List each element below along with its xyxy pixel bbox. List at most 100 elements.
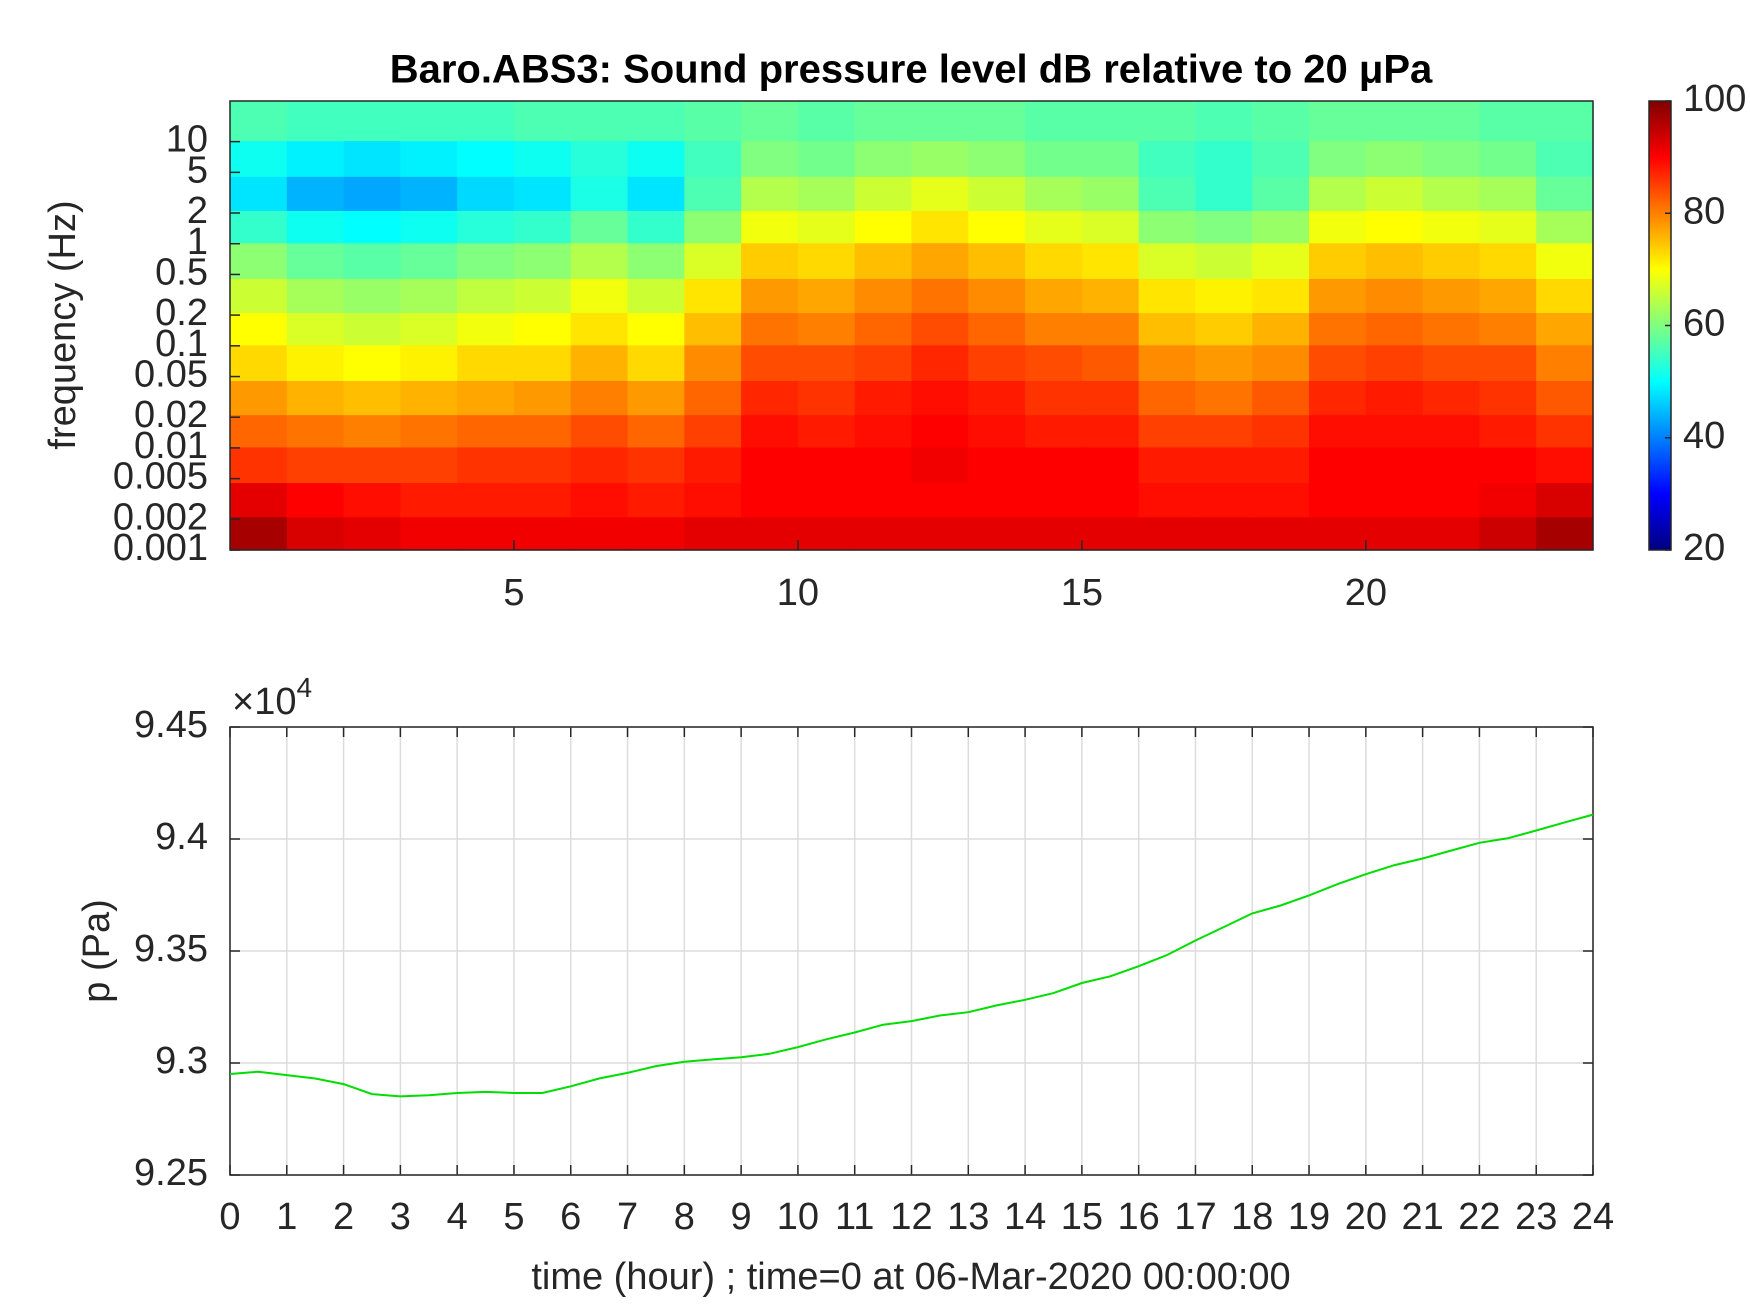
heatmap-cell — [457, 446, 515, 484]
x-tick-label: 15 — [1061, 572, 1103, 614]
heatmap-cell — [1422, 210, 1481, 244]
heatmap-cell — [1138, 278, 1197, 314]
y-tick-label: 10 — [166, 119, 208, 161]
heatmap-cell — [513, 176, 572, 211]
heatmap-cell — [1422, 446, 1481, 484]
heatmap-cells — [230, 101, 1594, 551]
heatmap-cell — [457, 344, 515, 382]
x-tick-label: 10 — [777, 1196, 819, 1238]
y-tick-label: 0.002 — [113, 496, 208, 538]
heatmap-cell — [1081, 344, 1140, 382]
heatmap-cell — [684, 482, 742, 518]
heatmap-cell — [1138, 414, 1197, 448]
heatmap-cell — [570, 242, 629, 279]
heatmap-cell — [1536, 446, 1594, 484]
heatmap-cell — [968, 516, 1026, 551]
x-tick-label: 17 — [1174, 1196, 1216, 1238]
heatmap-cell — [854, 414, 913, 448]
heatmap-cell — [684, 516, 742, 551]
heatmap-cell — [741, 516, 799, 551]
heatmap-cell — [1081, 312, 1140, 346]
heatmap-cell — [1365, 516, 1424, 551]
heatmap-cell — [1252, 414, 1310, 448]
heatmap-cell — [230, 210, 288, 244]
heatmap-cell — [1422, 101, 1481, 142]
heatmap-cell — [627, 140, 685, 177]
heatmap-cell — [1252, 176, 1310, 211]
heatmap-cell — [1422, 278, 1481, 314]
heatmap-cell — [457, 140, 515, 177]
heatmap-cell — [286, 278, 345, 314]
heatmap-cell — [286, 312, 345, 346]
heatmap-cell — [1309, 312, 1367, 346]
heatmap-cell — [230, 380, 288, 416]
heatmap-cell — [1479, 380, 1537, 416]
heatmap-cell — [400, 242, 458, 279]
heatmap-cell — [1025, 101, 1083, 142]
heatmap-cell — [343, 210, 401, 244]
heatmap-cell — [911, 344, 969, 382]
y-tick-label: 0.001 — [113, 527, 208, 569]
heatmap-cell — [684, 242, 742, 279]
heatmap-cell — [854, 380, 913, 416]
x-tick-label: 3 — [390, 1196, 411, 1238]
heatmap-cell — [854, 344, 913, 382]
heatmap-cell — [343, 516, 401, 551]
heatmap-cell — [570, 344, 629, 382]
heatmap-cell — [1252, 210, 1310, 244]
heatmap-cell — [1252, 446, 1310, 484]
y-tick-label: 1 — [187, 221, 208, 263]
heatmap-cell — [400, 101, 458, 142]
colorbar-tick-label: 20 — [1683, 527, 1725, 569]
heatmap-cell — [1365, 210, 1424, 244]
heatmap-cell — [1309, 140, 1367, 177]
heatmap-cell — [1025, 210, 1083, 244]
x-tick-label: 0 — [219, 1196, 240, 1238]
heatmap-cell — [1536, 344, 1594, 382]
heatmap-cell — [1479, 482, 1537, 518]
heatmap-cell — [1422, 482, 1481, 518]
heatmap-cell — [1365, 176, 1424, 211]
heatmap-cell — [570, 101, 629, 142]
heatmap-cell — [1138, 380, 1197, 416]
heatmap-cell — [400, 140, 458, 177]
heatmap-cell — [570, 140, 629, 177]
heatmap-cell — [343, 176, 401, 211]
x-axis-label: time (hour) ; time=0 at 06-Mar-2020 00:0… — [531, 1256, 1290, 1298]
heatmap-cell — [911, 446, 969, 484]
heatmap-cell — [513, 380, 572, 416]
heatmap-cell — [1479, 242, 1537, 279]
heatmap-cell — [1138, 516, 1197, 551]
heatmap-cell — [854, 242, 913, 279]
heatmap-cell — [400, 482, 458, 518]
heatmap-cell — [457, 312, 515, 346]
heatmap-cell — [911, 380, 969, 416]
heatmap-cell — [1365, 344, 1424, 382]
heatmap-cell — [1025, 278, 1083, 314]
x-tick-label: 20 — [1345, 1196, 1387, 1238]
colorbar-tick-label: 100 — [1683, 78, 1746, 120]
heatmap-cell — [797, 344, 856, 382]
heatmap-cell — [1025, 242, 1083, 279]
heatmap-cell — [400, 516, 458, 551]
heatmap-cell — [1536, 482, 1594, 518]
heatmap-cell — [911, 278, 969, 314]
heatmap-cell — [741, 140, 799, 177]
y-axis-label: frequency (Hz) — [42, 200, 84, 449]
x-tick-label: 20 — [1345, 572, 1387, 614]
heatmap-cell — [1309, 242, 1367, 279]
x-tick-label: 5 — [503, 572, 524, 614]
heatmap-cell — [741, 344, 799, 382]
heatmap-cell — [1536, 242, 1594, 279]
plot-frame — [229, 726, 1594, 1176]
heatmap-cell — [286, 344, 345, 382]
heatmap-cell — [1195, 176, 1253, 211]
heatmap-cell — [230, 414, 288, 448]
heatmap-cell — [1025, 312, 1083, 346]
heatmap-cell — [400, 380, 458, 416]
heatmap-cell — [343, 312, 401, 346]
heatmap-cell — [797, 210, 856, 244]
x-tick-label: 10 — [777, 572, 819, 614]
x-tick-label: 4 — [447, 1196, 468, 1238]
